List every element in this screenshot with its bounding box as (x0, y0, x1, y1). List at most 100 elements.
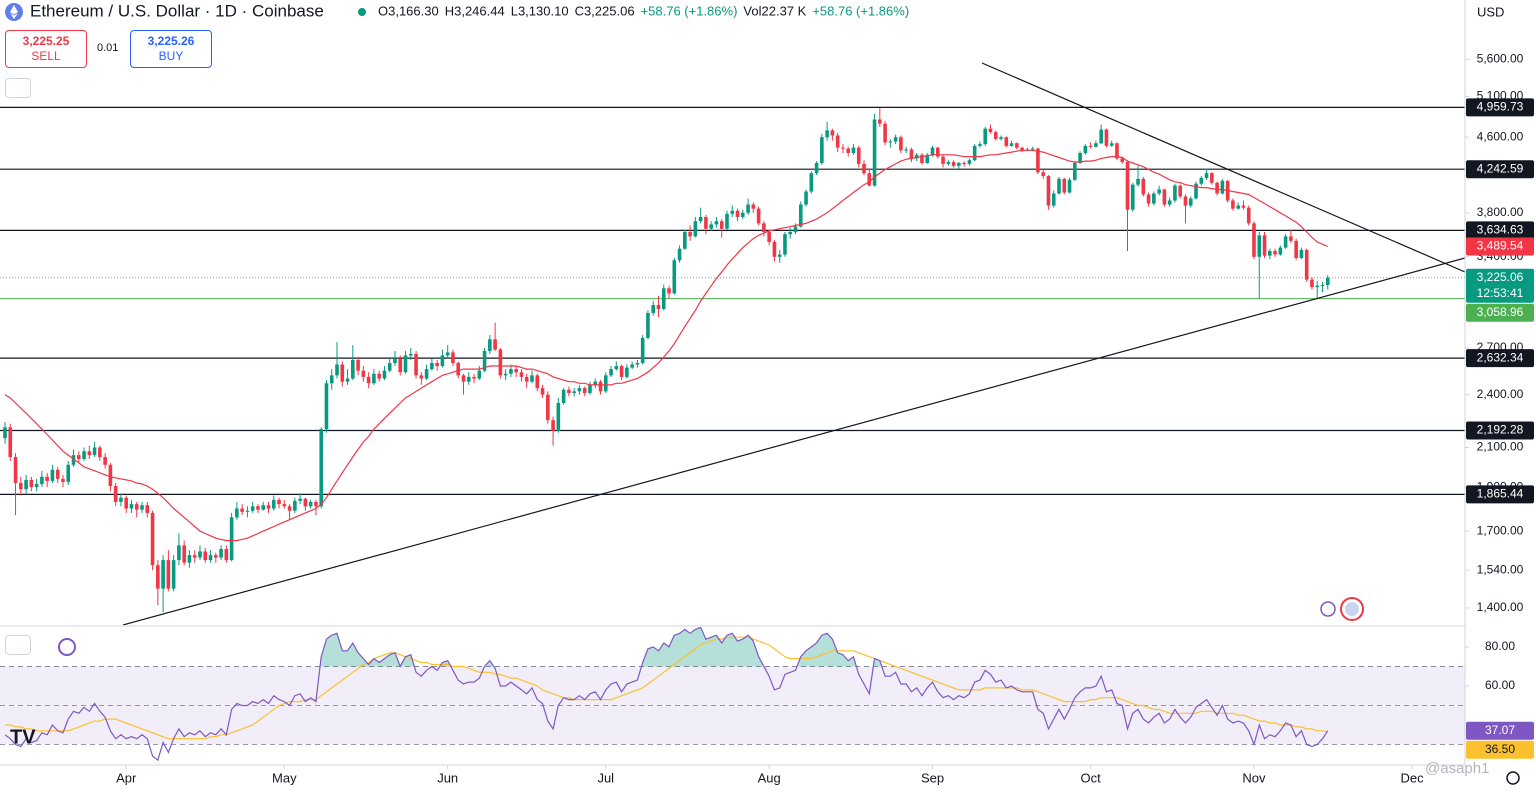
candle-body (988, 128, 993, 133)
candle-body (461, 375, 466, 382)
candle-body (1252, 223, 1256, 257)
y-tick-label: 5,600.00 (1477, 52, 1524, 66)
live-dot (358, 8, 366, 16)
candle-body (872, 119, 877, 186)
level-label-box (1466, 221, 1534, 240)
rsi-reload-icon[interactable] (58, 638, 76, 656)
candle-body (1294, 240, 1298, 258)
candle-body (1125, 162, 1130, 210)
candle-body (1204, 173, 1209, 178)
candle-body (1188, 198, 1193, 206)
eth-glyph (10, 5, 18, 19)
candle-body (1067, 179, 1072, 193)
event-icon[interactable] (1320, 601, 1336, 617)
candle-body (1315, 285, 1320, 288)
candle-body (561, 389, 566, 403)
candle-body (725, 213, 729, 229)
candle-body (440, 355, 445, 367)
collapse-button[interactable] (5, 78, 31, 98)
brand-logo[interactable]: TV (10, 726, 36, 748)
candle-body (1073, 162, 1077, 180)
watermark: @asaph1 (1425, 760, 1489, 777)
countdown-label: 12:53:41 (1477, 286, 1524, 300)
candle-body (941, 156, 945, 164)
ma-value-label: 3,489.54 (1477, 239, 1524, 253)
candle-body (619, 366, 624, 377)
level-label: 3,634.63 (1477, 223, 1524, 237)
candle-body (98, 447, 102, 458)
candle-body (266, 505, 271, 509)
candle-body (1268, 251, 1272, 256)
candle-body (3, 427, 7, 439)
candle-body (1152, 193, 1156, 204)
candle-body (835, 135, 840, 148)
candle-body (1141, 178, 1146, 195)
candle-body (1231, 200, 1235, 209)
candle-body (677, 248, 682, 261)
candle-body (719, 221, 724, 229)
candle-body (356, 359, 360, 371)
candle-body (398, 358, 403, 373)
candle-body (751, 204, 756, 209)
ohlc-stat: L3,130.10 (511, 3, 569, 18)
buy-price: 3,225.26 (147, 34, 195, 48)
candle-body (1004, 137, 1009, 146)
candle-body (1304, 249, 1309, 280)
candle-body (814, 162, 819, 174)
candle-body (556, 402, 561, 431)
indicator-layer (4, 149, 1329, 542)
x-tick-label: Oct (1081, 770, 1102, 785)
candle-body (793, 226, 798, 233)
rsi-value-box (1466, 740, 1534, 759)
settings-icon[interactable] (1506, 771, 1520, 785)
candle-body (61, 478, 65, 482)
y-tick-label: 3,800.00 (1477, 205, 1524, 219)
candle-body (1167, 200, 1172, 205)
candle-body (66, 464, 71, 482)
candle-body (488, 339, 492, 351)
candle-body (314, 501, 318, 507)
sell-button[interactable]: 3,225.25 SELL (5, 30, 87, 68)
candle-body (208, 555, 213, 561)
candle-body (661, 288, 666, 309)
candle-body (503, 373, 508, 376)
candle-body (1299, 249, 1304, 258)
candle-body (424, 369, 429, 379)
candle-body (788, 232, 793, 235)
rsi-value-label: 37.07 (1485, 723, 1515, 737)
candle-body (846, 148, 850, 153)
candle-body (40, 476, 44, 484)
candle-body (361, 370, 366, 377)
candle-body (1157, 189, 1161, 194)
candle-body (1262, 235, 1267, 256)
candle-body (229, 517, 234, 561)
y-tick-label: 2,100.00 (1477, 440, 1524, 454)
candle-body (124, 497, 129, 509)
currency[interactable]: USD (1477, 4, 1504, 19)
candle-body (683, 232, 687, 249)
candle-body (182, 545, 186, 563)
candle-body (841, 147, 845, 149)
rsi-collapse-button[interactable] (5, 635, 31, 655)
candle-body (614, 366, 619, 370)
candle-body (946, 162, 951, 164)
candle-body (1041, 172, 1045, 177)
candle-body (92, 447, 97, 456)
candle-body (82, 451, 86, 459)
buy-button[interactable]: 3,225.26 BUY (130, 30, 212, 68)
candle-body (577, 388, 582, 392)
candle-body (999, 137, 1003, 139)
candle-body (271, 499, 276, 509)
candle-body (435, 362, 439, 367)
candle-body (177, 545, 181, 561)
candle-body (1057, 178, 1061, 194)
candle-body (240, 508, 244, 512)
candle-body (140, 505, 144, 510)
candle-body (34, 483, 39, 488)
candle-body (546, 394, 550, 421)
axis-layer: 5,600.005,100.004,600.003,800.003,400.00… (116, 52, 1524, 786)
candle-body (630, 364, 634, 368)
candle-body (820, 137, 824, 163)
candle-body (1241, 205, 1246, 208)
